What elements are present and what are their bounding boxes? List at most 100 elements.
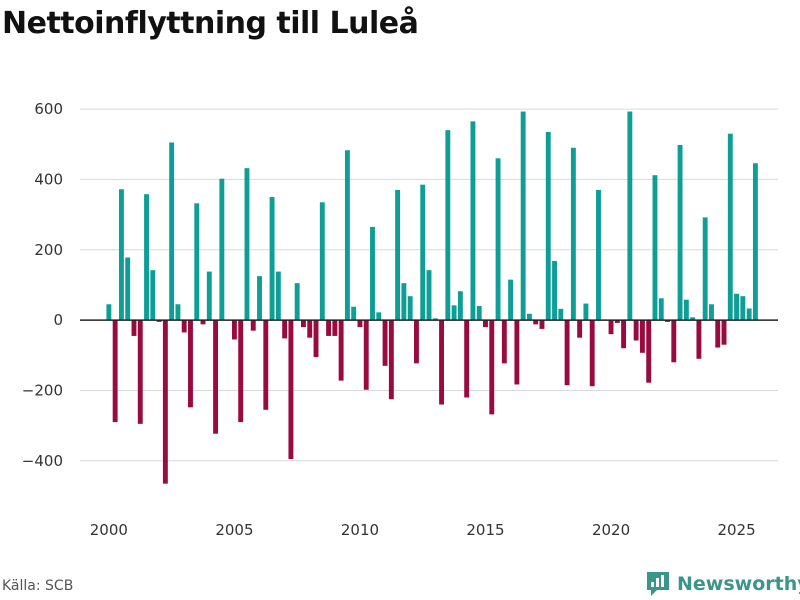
bar — [106, 304, 112, 321]
bar — [432, 318, 438, 321]
bar — [470, 121, 476, 321]
bar — [558, 308, 564, 321]
bar — [545, 131, 551, 321]
y-tick-label: 200 — [34, 241, 63, 259]
bar — [156, 320, 162, 322]
brand-logo[interactable]: Newsworthy — [645, 570, 800, 598]
bar — [282, 320, 288, 339]
bar — [188, 320, 193, 408]
x-tick-label: 2020 — [592, 521, 630, 539]
chart-title: Nettoinflyttning till Luleå — [2, 6, 419, 41]
bar — [144, 194, 149, 321]
bar — [633, 320, 639, 341]
bar — [501, 320, 507, 364]
bar — [150, 270, 156, 321]
bar — [194, 203, 200, 321]
bar — [294, 283, 300, 321]
bar — [646, 320, 652, 383]
bar — [363, 320, 369, 390]
bar — [388, 320, 394, 400]
bar — [344, 150, 350, 321]
bar — [752, 163, 758, 321]
bar — [112, 320, 118, 423]
bar — [257, 276, 262, 321]
bar — [137, 320, 143, 424]
bar — [451, 305, 457, 321]
bar — [671, 320, 677, 363]
bar — [445, 130, 451, 321]
bar — [407, 296, 413, 321]
bar — [250, 320, 256, 331]
bar — [690, 317, 696, 321]
bar — [131, 320, 137, 336]
bar — [658, 298, 664, 321]
bar — [508, 279, 514, 321]
x-tick-label: 2000 — [90, 521, 128, 539]
bar — [589, 320, 595, 387]
x-tick-label: 2010 — [341, 521, 379, 539]
bar — [338, 320, 344, 381]
bar — [709, 304, 714, 321]
y-tick-label: 0 — [53, 311, 63, 329]
bar — [413, 320, 419, 364]
bar — [231, 320, 237, 340]
bar — [614, 320, 620, 323]
bar — [457, 291, 463, 321]
bar — [426, 270, 432, 321]
bar — [514, 320, 520, 385]
bar — [627, 111, 633, 321]
y-tick-label: 600 — [34, 100, 63, 118]
source-label: Källa: SCB — [2, 578, 74, 594]
bar — [238, 320, 244, 423]
bar — [382, 320, 388, 366]
bar — [721, 320, 727, 345]
bar — [181, 320, 187, 333]
bar — [702, 217, 708, 321]
bar — [357, 320, 363, 328]
bar — [746, 308, 752, 321]
bar — [439, 320, 445, 405]
bar — [696, 320, 702, 359]
x-tick-label: 2025 — [717, 521, 755, 539]
bar — [677, 144, 683, 321]
bar — [652, 175, 658, 321]
bars — [106, 111, 758, 484]
bar — [665, 320, 670, 322]
bar — [263, 320, 269, 410]
bar — [464, 320, 470, 398]
bar — [683, 299, 689, 321]
bar — [370, 226, 375, 321]
bar — [175, 304, 181, 321]
bar — [200, 320, 206, 325]
bar — [376, 312, 382, 321]
brand-name: Newsworthy — [677, 573, 800, 595]
bar — [570, 147, 576, 321]
bar — [621, 320, 627, 349]
bar — [520, 111, 526, 321]
x-tick-label: 2005 — [215, 521, 253, 539]
bar — [727, 133, 733, 321]
bar — [213, 320, 219, 434]
bar — [715, 320, 721, 348]
x-axis-labels: 2000 2005 2010 2015 2020 2025 — [90, 521, 756, 539]
bar — [269, 197, 275, 321]
bar — [118, 189, 124, 321]
bar — [395, 189, 401, 321]
bar — [596, 189, 601, 321]
newsworthy-logo-icon — [647, 572, 669, 596]
bar — [564, 320, 570, 386]
bar — [583, 303, 589, 321]
bar — [552, 261, 557, 321]
bar — [476, 306, 482, 321]
bar — [313, 320, 319, 358]
bar — [495, 158, 501, 321]
bar — [219, 178, 225, 321]
bar — [489, 320, 495, 415]
bar — [301, 320, 306, 328]
bar — [401, 283, 407, 321]
y-tick-label: −200 — [22, 381, 63, 399]
bar — [639, 320, 645, 353]
bar — [483, 320, 488, 328]
bar — [244, 168, 250, 321]
